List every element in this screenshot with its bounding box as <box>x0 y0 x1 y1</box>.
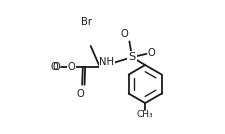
Text: O: O <box>52 62 60 72</box>
Text: O: O <box>68 62 75 72</box>
Text: NH: NH <box>99 57 114 67</box>
Text: O: O <box>147 48 155 58</box>
Text: O: O <box>77 89 84 99</box>
Text: O: O <box>50 62 58 72</box>
Text: O: O <box>120 29 128 39</box>
Text: CH₃: CH₃ <box>136 110 153 119</box>
Text: Br: Br <box>81 17 92 27</box>
Text: S: S <box>128 52 135 62</box>
